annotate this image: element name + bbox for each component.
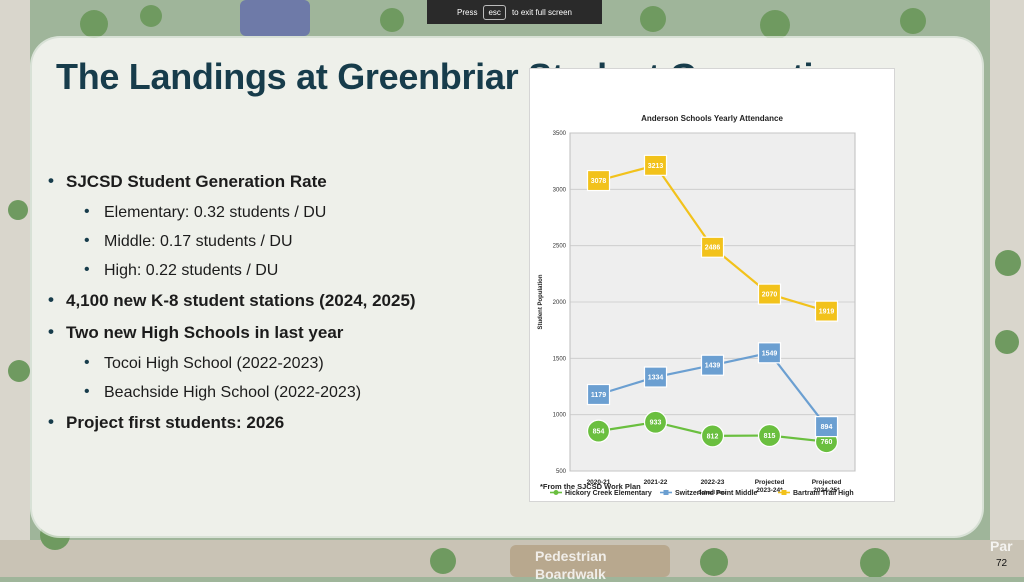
x-tick-label: Projected: [812, 479, 842, 486]
y-tick-label: 3000: [553, 187, 567, 193]
data-point: [586, 419, 611, 443]
legend-marker: [781, 490, 787, 495]
map-tree: [8, 360, 30, 382]
data-label: 812: [707, 433, 719, 440]
attendance-chart: Anderson Schools Yearly Attendance 500 100…: [529, 68, 895, 502]
chart-footnote: *From the SJCSD Work Plan: [540, 482, 641, 491]
map-tree: [700, 548, 728, 576]
data-point: [586, 169, 611, 192]
esc-key[interactable]: esc: [483, 4, 506, 20]
x-tick-label: Projected: [755, 479, 785, 486]
chart-svg: Anderson Schools Yearly Attendance 500 100…: [538, 114, 856, 497]
map-tree: [430, 548, 456, 574]
data-label: 1334: [648, 375, 664, 382]
legend-entry: Hickory Creek Elementary: [565, 490, 652, 497]
data-point: [757, 283, 782, 305]
data-point: [643, 366, 668, 388]
map-tree: [140, 5, 162, 27]
sub-bullet-item: High: 0.22 students / DU: [46, 261, 526, 280]
data-point: [700, 236, 725, 258]
legend-marker: [663, 490, 669, 495]
x-tick-label: 2021-22: [644, 479, 668, 486]
data-label: 3078: [591, 178, 607, 185]
map-tree: [380, 8, 404, 32]
data-label: 1439: [705, 363, 721, 370]
data-label: 2486: [705, 245, 721, 252]
map-label-pedestrian: Pedestrian: [535, 548, 607, 564]
y-tick-label: 1500: [553, 356, 567, 362]
map-label-boardwalk: Boardwalk: [535, 566, 606, 582]
bullet-item: SJCSD Student Generation Rate: [46, 171, 526, 192]
map-tree: [8, 200, 28, 220]
y-tick-label: 3500: [553, 131, 567, 137]
chart-title: Anderson Schools Yearly Attendance: [641, 114, 783, 123]
data-label: 3213: [648, 163, 664, 170]
data-point: [757, 342, 782, 364]
y-tick-label: 2000: [553, 300, 567, 306]
y-tick-label: 500: [556, 469, 567, 475]
bullet-item: Project first students: 2026: [46, 412, 526, 433]
x-tick-label: 2023-24*: [756, 487, 783, 494]
data-label: 2070: [762, 292, 778, 299]
data-label: 854: [593, 429, 605, 436]
bullet-list: SJCSD Student Generation Rate Elementary:…: [46, 171, 526, 445]
x-axis-label: School Year: [698, 490, 727, 496]
data-point: [700, 424, 725, 448]
map-tree: [860, 548, 890, 577]
map-tree: [80, 10, 108, 38]
map-tree: [900, 8, 926, 34]
map-label-park: Par: [990, 538, 1013, 554]
sub-bullet-item: Middle: 0.17 students / DU: [46, 232, 526, 251]
y-tick-label: 2500: [553, 244, 567, 250]
x-tick-label: 2024-25*: [813, 487, 840, 494]
x-tick-label: 2022-23: [701, 479, 725, 486]
data-point: [814, 416, 839, 438]
map-path: [510, 545, 670, 577]
sub-bullet-item: Elementary: 0.32 students / DU: [46, 203, 526, 222]
legend-entry: Bartram Trail High: [793, 490, 854, 497]
data-point: [586, 383, 611, 406]
legend-marker: [553, 490, 559, 495]
fullscreen-banner: Press esc to exit full screen: [427, 0, 602, 24]
data-point: [700, 354, 725, 376]
y-axis-label: Student Population: [538, 274, 544, 329]
data-point: [814, 300, 839, 322]
data-label: 1549: [762, 350, 778, 357]
bullet-item: Two new High Schools in last year: [46, 322, 526, 343]
map-road: [990, 0, 1024, 577]
sub-bullet-item: Tocoi High School (2022-2023): [46, 354, 526, 373]
map-tree: [640, 6, 666, 32]
data-label: 1179: [591, 392, 606, 399]
sub-bullet-item: Beachside High School (2022-2023): [46, 383, 526, 402]
x-tick-label: 2020-21: [587, 479, 611, 486]
data-point: [643, 410, 668, 434]
map-road: [0, 0, 30, 577]
data-label: 815: [764, 433, 776, 440]
map-tree: [760, 10, 790, 40]
banner-press-text: Press: [457, 7, 478, 17]
page-number: 72: [996, 558, 1008, 569]
map-roof: [240, 0, 310, 36]
data-label: 760: [821, 439, 833, 446]
banner-rest-text: to exit full screen: [511, 7, 572, 17]
data-label: 933: [650, 420, 662, 427]
y-tick-label: 1000: [553, 413, 567, 419]
legend-entry: Switzerland Point Middle: [675, 490, 758, 497]
data-label: 894: [821, 424, 833, 431]
map-tree: [995, 250, 1021, 276]
map-tree: [995, 330, 1019, 354]
data-label: 1919: [819, 309, 835, 316]
bullet-item: 4,100 new K-8 student stations (2024, 20…: [46, 290, 526, 311]
data-point: [757, 423, 782, 448]
data-point: [643, 154, 668, 176]
